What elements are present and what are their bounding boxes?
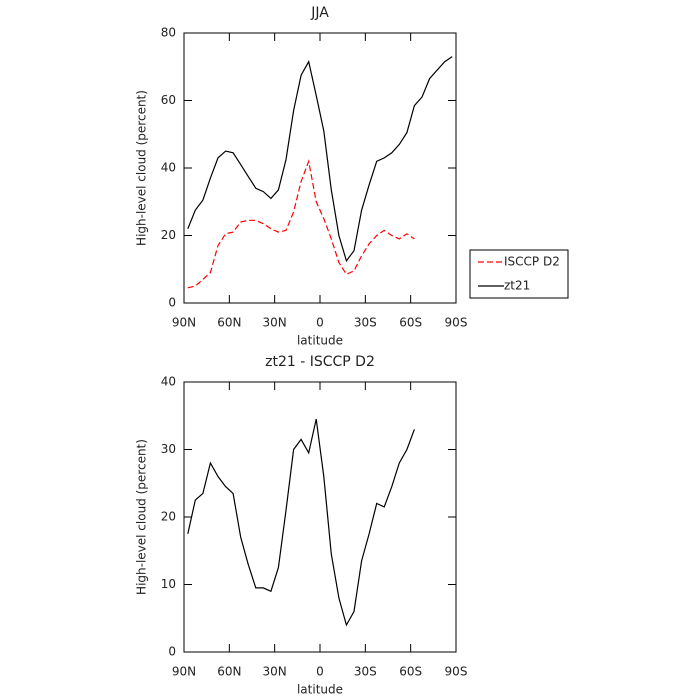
- x-tick-label: 90S: [445, 316, 468, 330]
- y-tick-label: 20: [161, 228, 176, 242]
- y-tick-label: 20: [161, 510, 176, 524]
- plot-frame: [183, 381, 457, 653]
- x-axis-label: latitude: [297, 683, 343, 697]
- legend-label: ISCCP D2: [504, 255, 560, 269]
- data-line: [187, 418, 415, 627]
- x-axis-label: latitude: [297, 334, 343, 348]
- y-tick-label: 60: [161, 93, 176, 107]
- y-tick-label: 40: [161, 375, 176, 389]
- y-tick-label: 40: [161, 161, 176, 175]
- y-tick-label: 0: [168, 645, 176, 659]
- plot-frame: [183, 32, 457, 304]
- x-tick-label: 30S: [354, 316, 377, 330]
- x-tick-label: 90S: [445, 665, 468, 679]
- chart-title: JJA: [310, 5, 329, 21]
- y-axis-label: High-level cloud (percent): [135, 90, 149, 246]
- y-tick-label: 0: [168, 296, 176, 310]
- x-tick-label: 90N: [172, 316, 196, 330]
- y-tick-label: 80: [161, 26, 176, 40]
- data-line: [187, 56, 453, 263]
- x-tick-label: 0: [316, 316, 324, 330]
- legend-label: zt21: [504, 279, 530, 293]
- data-line: [187, 159, 415, 289]
- y-tick-label: 10: [161, 577, 176, 591]
- x-tick-label: 60N: [217, 316, 241, 330]
- chart-title: zt21 - ISCCP D2: [265, 354, 375, 370]
- y-axis-label: High-level cloud (percent): [135, 439, 149, 595]
- x-tick-label: 90N: [172, 665, 196, 679]
- x-tick-label: 60N: [217, 665, 241, 679]
- x-tick-label: 60S: [399, 316, 422, 330]
- x-tick-label: 30N: [263, 665, 287, 679]
- legend-box: [469, 249, 569, 299]
- y-tick-label: 30: [161, 442, 176, 456]
- x-tick-label: 30N: [263, 316, 287, 330]
- x-tick-label: 30S: [354, 665, 377, 679]
- x-tick-label: 60S: [399, 665, 422, 679]
- x-tick-label: 0: [316, 665, 324, 679]
